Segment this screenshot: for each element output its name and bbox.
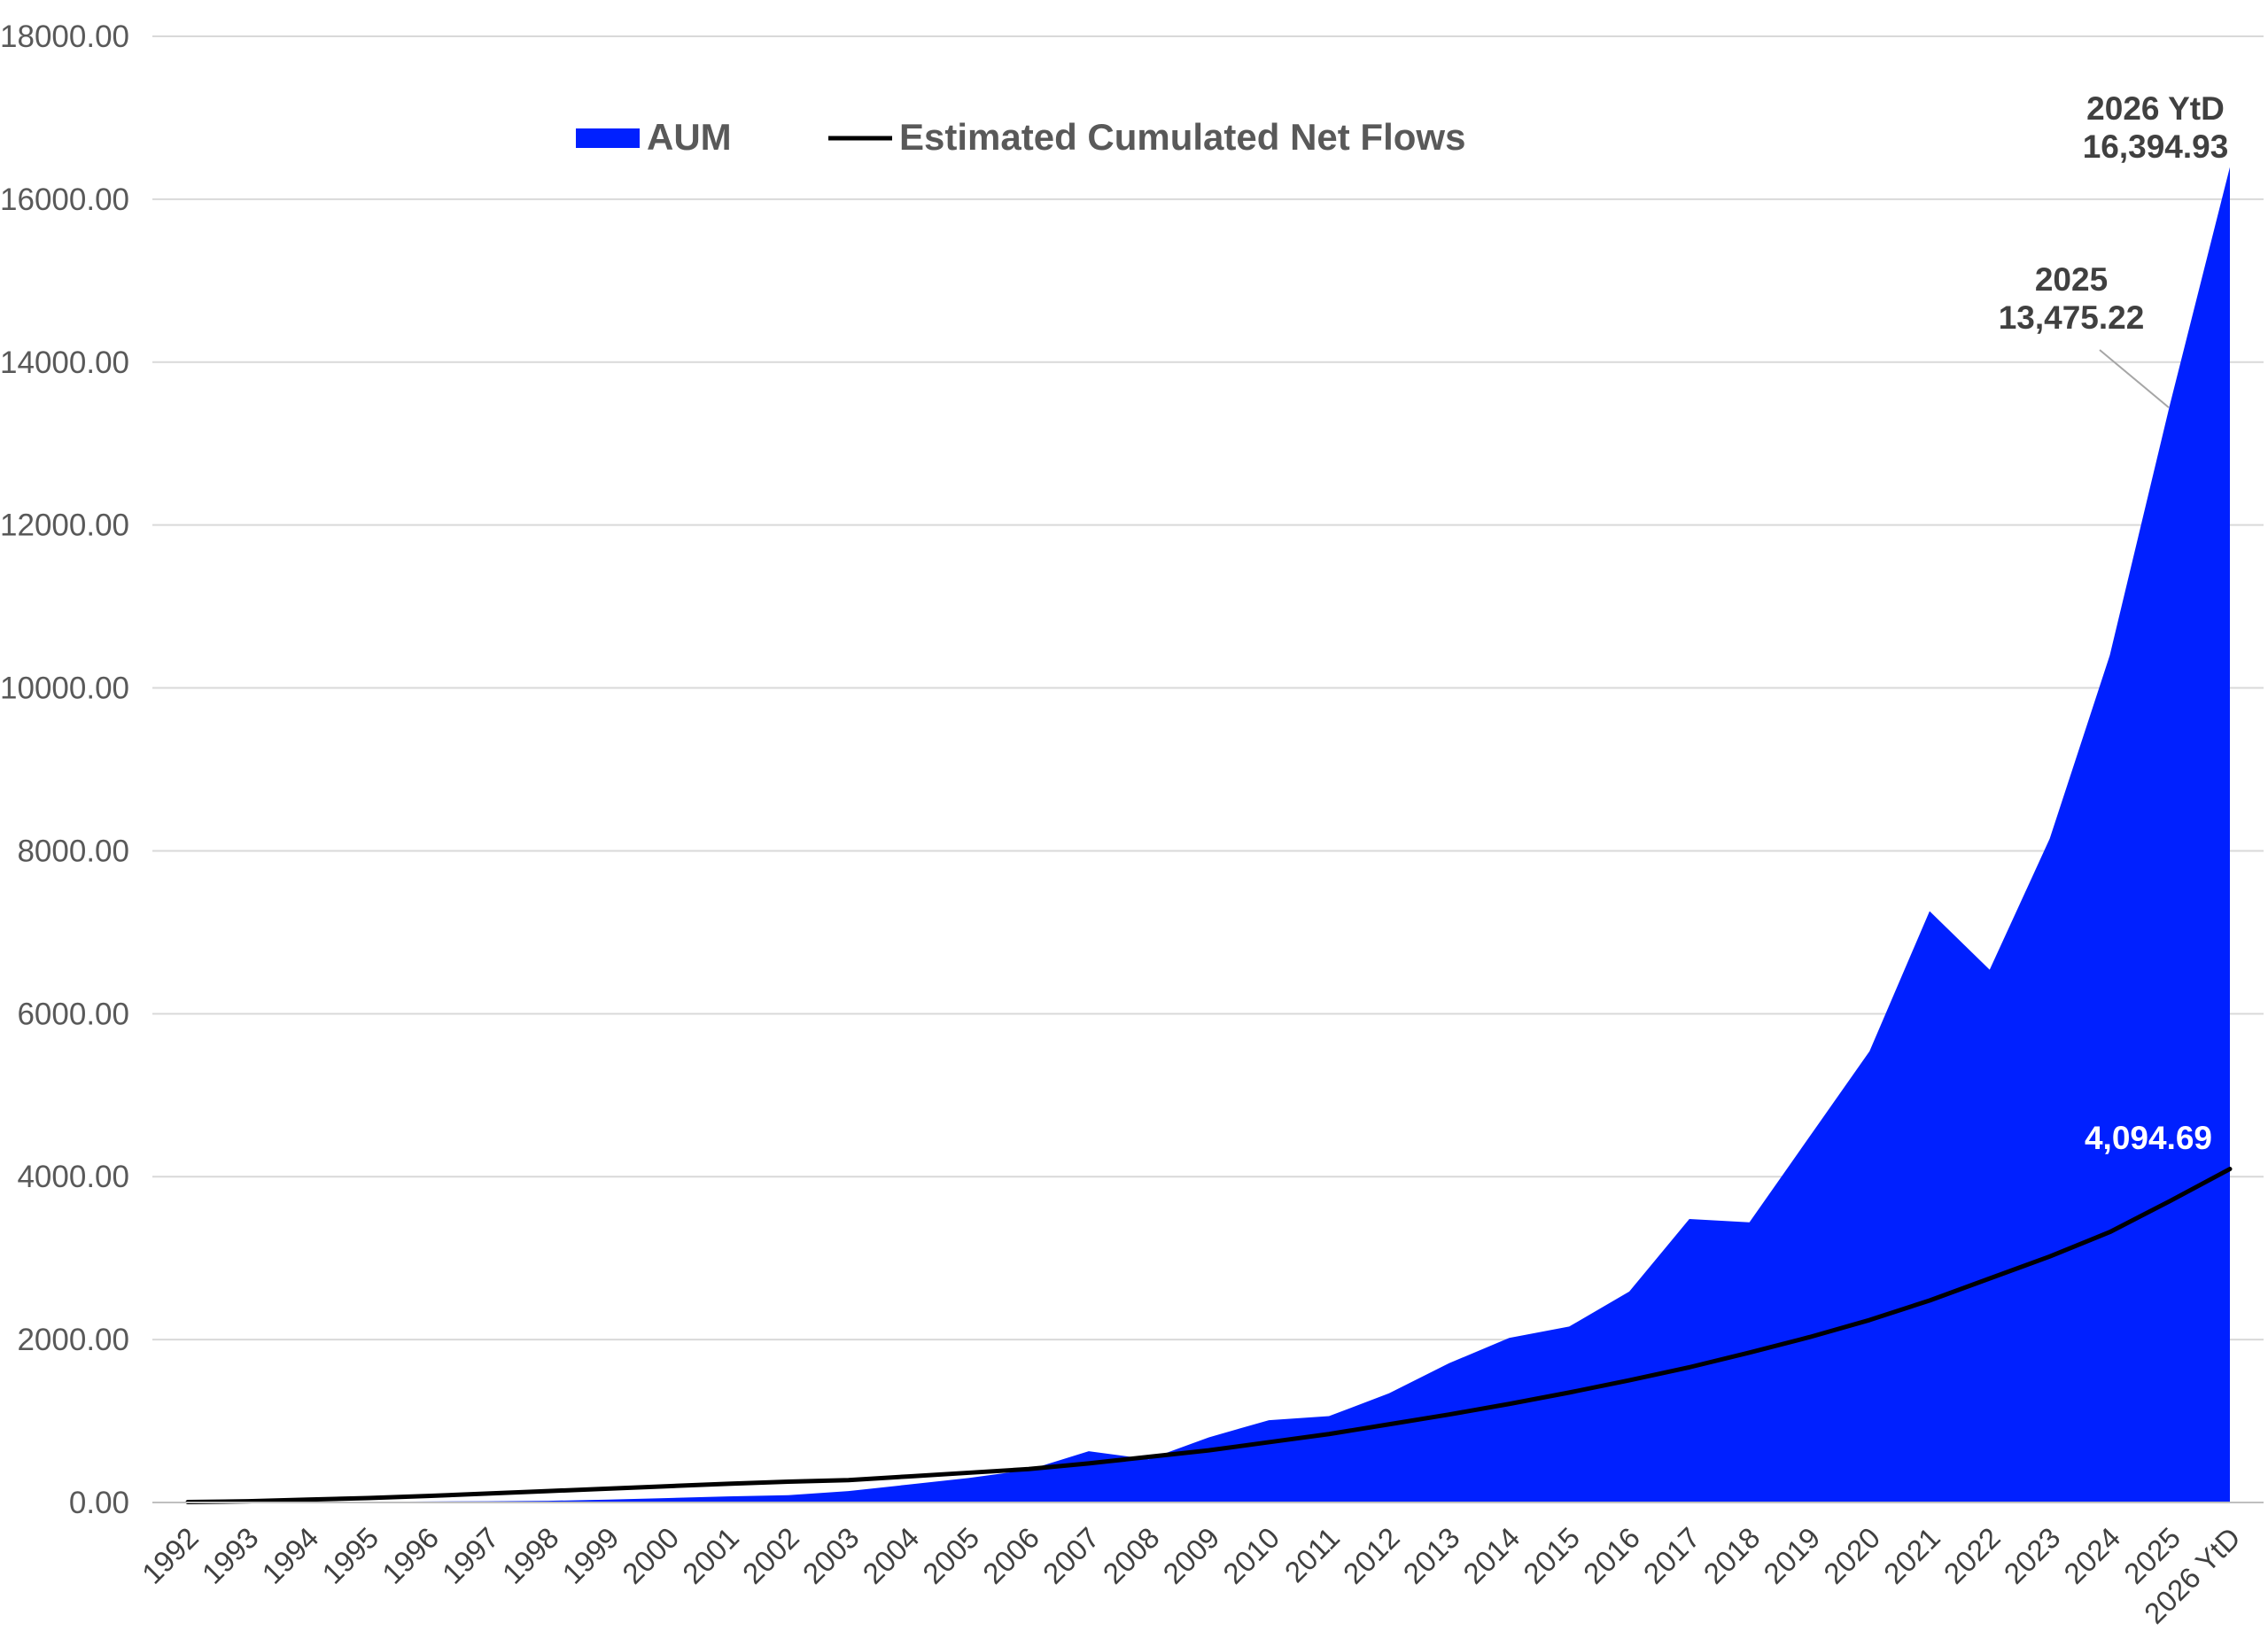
annotation-2025-value: 13,475.22 [1999, 299, 2145, 336]
x-tick-label: 2008 [1097, 1521, 1166, 1590]
x-tick-label: 2024 [2057, 1521, 2126, 1590]
legend-swatch-aum [576, 128, 640, 148]
x-tick-label: 2019 [1757, 1521, 1826, 1590]
x-tick-label: 2021 [1877, 1521, 1946, 1590]
y-tick-label: 8000.00 [17, 834, 129, 868]
x-tick-label: 2012 [1337, 1521, 1406, 1590]
annotation-2026-year: 2026 YtD [2086, 90, 2225, 127]
gridlines [152, 35, 2264, 1341]
y-tick-label: 14000.00 [0, 346, 129, 380]
x-tick-label: 2023 [1997, 1521, 2066, 1590]
x-tick-label: 2015 [1517, 1521, 1586, 1590]
x-tick-label: 2003 [796, 1521, 866, 1590]
x-tick-label: 2011 [1278, 1521, 1346, 1588]
x-tick-label: 2007 [1037, 1521, 1106, 1590]
legend-label-net-flows: Estimated Cumulated Net Flows [899, 116, 1465, 158]
y-axis: 0.00 2000.00 4000.00 6000.00 8000.00 10000.00… [0, 19, 129, 1520]
y-tick-label: 6000.00 [17, 997, 129, 1031]
y-tick-label: 2000.00 [17, 1323, 129, 1357]
y-tick-label: 12000.00 [0, 509, 129, 543]
x-tick-label: 2002 [736, 1521, 805, 1590]
x-tick-label: 1995 [315, 1521, 384, 1590]
aum-area [188, 167, 2230, 1503]
x-tick-label: 1994 [255, 1521, 324, 1590]
net-flows-line-series [185, 1167, 2233, 1505]
x-tick-label: 2005 [916, 1521, 985, 1590]
x-tick-label: 2001 [676, 1521, 745, 1590]
aum-area-series [188, 167, 2230, 1503]
annotation-2026-value: 16,394.93 [2083, 128, 2229, 165]
x-tick-label: 1997 [436, 1521, 505, 1590]
annotation-net-flows-value: 4,094.69 [2085, 1120, 2212, 1156]
x-tick-label: 2006 [976, 1521, 1045, 1590]
y-tick-label: 18000.00 [0, 19, 129, 54]
x-tick-label: 1993 [196, 1521, 265, 1590]
net-flows-line [185, 1167, 2233, 1505]
x-tick-label: 2020 [1817, 1521, 1886, 1590]
annotation-2025-year: 2025 [2035, 261, 2108, 298]
x-tick-label: 1998 [496, 1521, 565, 1590]
x-tick-label: 2010 [1216, 1521, 1285, 1590]
legend: AUM Estimated Cumulated Net Flows [576, 116, 1465, 158]
x-tick-label: 2022 [1938, 1521, 2007, 1590]
x-tick-label: 1996 [376, 1521, 445, 1590]
x-tick-label: 1999 [555, 1521, 625, 1590]
x-tick-label: 2013 [1397, 1521, 1466, 1590]
x-tick-label: 2018 [1697, 1521, 1767, 1590]
x-tick-label: 2017 [1637, 1521, 1706, 1590]
y-tick-label: 4000.00 [17, 1160, 129, 1194]
annotation-2025-leader-line [2099, 349, 2170, 408]
y-tick-label: 0.00 [69, 1486, 129, 1520]
x-tick-label: 2009 [1156, 1521, 1225, 1590]
y-tick-label: 10000.00 [0, 672, 129, 706]
legend-label-aum: AUM [647, 116, 732, 158]
x-tick-label: 2014 [1456, 1521, 1526, 1590]
annotations: 2026 YtD 16,394.93 2025 13,475.22 4,094.… [1999, 90, 2229, 1156]
x-axis: 1992199319941995199619971998199920002001… [136, 1521, 2247, 1630]
x-tick-label: 2016 [1577, 1521, 1646, 1590]
y-tick-label: 16000.00 [0, 182, 129, 217]
x-tick-label: 2004 [856, 1521, 925, 1590]
x-tick-label: 1992 [136, 1521, 205, 1590]
x-tick-label: 2000 [616, 1521, 685, 1590]
